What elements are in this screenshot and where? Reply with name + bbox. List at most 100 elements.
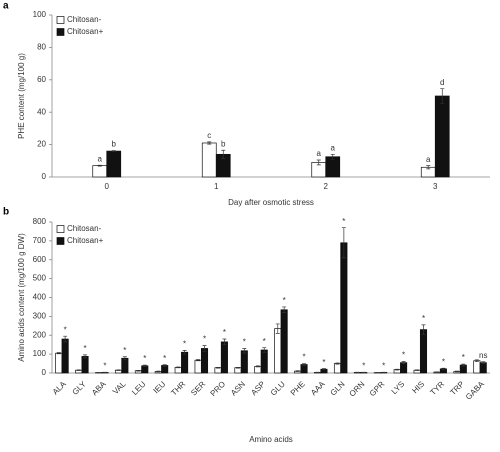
bar (260, 349, 268, 374)
error-bar (162, 364, 167, 367)
error-bar (196, 359, 201, 362)
significance-label: ns (479, 351, 487, 360)
bar (234, 367, 242, 374)
x-tick-label: GPR (368, 379, 387, 398)
significance-label: a (317, 149, 322, 158)
significance-label: * (422, 314, 425, 323)
error-bar (235, 366, 240, 369)
bar (434, 95, 450, 178)
error-bar (202, 345, 207, 352)
significance-label: d (440, 78, 444, 87)
error-bar (461, 363, 466, 367)
error-bar (156, 370, 161, 373)
error-bar (341, 227, 346, 259)
error-bar (401, 361, 406, 365)
error-bar (481, 361, 486, 364)
x-tick-label: LYS (390, 380, 407, 397)
x-axis-label: Day after osmotic stress (228, 198, 314, 207)
panel-label: a (3, 1, 9, 12)
legend-swatch (56, 16, 65, 24)
y-tick-label: 80 (37, 43, 46, 52)
y-tick-label: 600 (33, 255, 47, 264)
bar (61, 338, 69, 374)
bar (174, 366, 182, 374)
significance-label: * (342, 217, 345, 226)
significance-label: * (442, 357, 445, 366)
error-bar (426, 165, 431, 170)
bar (240, 350, 248, 374)
x-tick-label: ASP (249, 380, 267, 398)
error-bar (335, 362, 340, 365)
error-bar (316, 159, 321, 166)
x-tick-label: ALA (51, 379, 69, 397)
error-bar (142, 364, 147, 367)
x-tick-label: GLN (329, 379, 347, 397)
significance-label: * (163, 354, 166, 363)
y-tick-label: 100 (33, 349, 47, 358)
significance-label: c (207, 131, 211, 140)
y-tick-label: 0 (42, 368, 47, 377)
y-tick-label: 400 (33, 293, 47, 302)
legend-swatch (56, 28, 65, 36)
bar (55, 352, 63, 374)
panel-label: b (3, 207, 9, 218)
error-bar (295, 370, 300, 372)
y-tick-label: 700 (33, 236, 47, 245)
significance-label: a (98, 154, 103, 163)
significance-label: * (322, 358, 325, 367)
significance-label: * (64, 325, 67, 334)
error-bar (302, 363, 307, 366)
error-bar (76, 369, 81, 371)
bar (220, 341, 228, 374)
error-bar (216, 366, 221, 369)
legend-label: Chitosan- (67, 15, 102, 24)
y-axis-label: Amino acids content (mg/100 g DW) (17, 233, 26, 362)
significance-label: * (402, 351, 405, 360)
bar (81, 356, 89, 374)
error-bar (275, 323, 280, 334)
x-tick-label: LEU (130, 379, 148, 397)
bar (92, 165, 108, 178)
y-tick-label: 20 (37, 140, 46, 149)
significance-label: * (302, 353, 305, 362)
legend-swatch (56, 237, 65, 245)
bar (194, 359, 202, 374)
significance-label: * (462, 353, 465, 362)
bar (400, 362, 408, 374)
error-bar (321, 368, 326, 371)
error-bar (136, 370, 141, 372)
error-bar (207, 141, 212, 145)
bar (106, 150, 122, 178)
legend-swatch (56, 225, 65, 233)
bar (200, 348, 209, 374)
error-bar (421, 324, 426, 335)
y-tick-label: 0 (42, 172, 47, 181)
bar (254, 366, 262, 374)
legend-label: Chitosan+ (67, 27, 104, 36)
significance-label: * (362, 361, 365, 370)
bar (479, 362, 487, 374)
error-bar (255, 365, 260, 368)
significance-label: * (203, 335, 206, 344)
bar (161, 365, 169, 374)
x-tick-label: AAA (309, 379, 327, 397)
error-bar (262, 347, 267, 353)
error-bar (282, 306, 287, 313)
bar (419, 329, 428, 374)
x-tick-label: SER (189, 379, 207, 397)
y-tick-label: 300 (33, 311, 47, 320)
error-bar (116, 369, 121, 371)
bar (181, 351, 189, 374)
x-axis-label: Amino acids (249, 435, 293, 444)
y-axis-label: PHE content (mg/100 g) (17, 53, 26, 139)
legend-label: Chitosan- (67, 224, 102, 233)
bar (333, 363, 342, 374)
x-tick-label: PRO (209, 380, 228, 399)
x-tick-label: ABA (90, 379, 108, 397)
x-tick-label: ORN (348, 379, 367, 398)
error-bar (122, 356, 127, 361)
error-bar (182, 350, 187, 355)
significance-label: a (331, 143, 336, 152)
bar (473, 360, 481, 374)
significance-label: b (112, 140, 117, 149)
